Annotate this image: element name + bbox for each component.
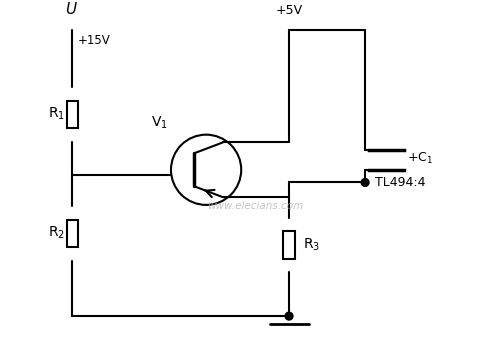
Circle shape [285,312,293,320]
Text: +5V: +5V [276,4,302,17]
Text: R$_3$: R$_3$ [302,237,320,253]
Bar [66,100,78,128]
Bar [66,220,78,247]
Bar [283,231,295,258]
Text: R$_2$: R$_2$ [48,225,64,242]
Text: www.elecians.com: www.elecians.com [207,201,303,211]
Circle shape [361,179,369,186]
Text: U: U [65,2,76,17]
Circle shape [171,135,241,205]
Text: R$_1$: R$_1$ [48,106,64,122]
Text: V$_1$: V$_1$ [151,114,168,131]
Text: TL494:4: TL494:4 [375,176,426,189]
Text: +C$_1$: +C$_1$ [407,150,433,166]
Text: +15V: +15V [78,34,110,47]
